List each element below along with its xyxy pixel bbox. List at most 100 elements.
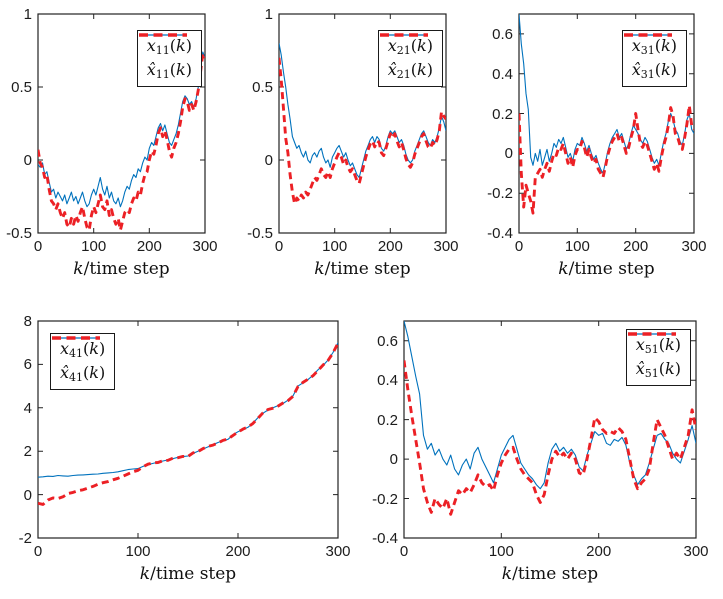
legend-label-part: 51: [644, 367, 659, 381]
y-tick-label: -0.4: [372, 530, 398, 547]
y-tick-label: 0: [264, 152, 273, 169]
x-axis-label: k/time step: [558, 261, 654, 278]
legend-label-part: x: [635, 335, 645, 354]
x-tick-label: 300: [681, 238, 707, 255]
y-tick-label: 2: [23, 443, 32, 461]
legend-label-part: (: [169, 36, 177, 55]
legend-label-part: ): [426, 36, 433, 55]
legend-label-part: (: [83, 339, 90, 358]
x-tick-label: 200: [225, 543, 251, 560]
legend-label: x21(k): [388, 36, 433, 57]
legend-label-part: x̂: [146, 60, 156, 80]
x-tick-label: 300: [325, 543, 351, 560]
y-tick-label: 1: [264, 6, 273, 23]
legend-item-x41: x41(k): [52, 337, 105, 360]
legend-label-part: k: [417, 60, 427, 80]
legend-label-part: x̂: [60, 363, 70, 383]
axes-box: [37, 13, 206, 234]
dashed-line-sample-icon: [627, 332, 676, 336]
legend-x11: x11(k) x̂11(k): [136, 30, 202, 88]
legend-label-part: 51: [644, 343, 659, 356]
y-tick-label: -0.5: [6, 225, 32, 242]
legend-label-part: k: [665, 359, 675, 379]
subplot-x31: 0 100 200 300 -0.4 -0.2 0 0.2 0.4 0.6 k/time step x…: [482, 0, 723, 285]
legend-label-part: 41: [69, 371, 84, 385]
y-tick-label: 0.4: [492, 65, 513, 83]
legend-label: x51(k): [636, 335, 681, 356]
legend-item-x21-hat: x̂21(k): [379, 33, 433, 81]
legend-label-part: x̂: [631, 60, 641, 80]
legend-label-part: (: [169, 60, 177, 80]
axes-box: [278, 13, 447, 234]
legend-label: x̂11(k): [147, 60, 192, 81]
legend-label-part: (: [654, 60, 662, 80]
legend-x51: x51(k) x̂51(k): [625, 329, 691, 387]
legend-label: x41(k): [60, 339, 105, 360]
subplot-x11: 0 100 200 300 -0.5 0 0.5 1 k/time step x11(k) x̂11…: [0, 0, 241, 285]
x-axis-label-part: /time step: [83, 259, 170, 279]
x-axis-label-part: k: [558, 259, 569, 279]
axes-box: [518, 13, 695, 234]
y-tick-label: 0.5: [11, 79, 32, 96]
legend-item-x41-hat: x̂41 (k): [52, 336, 105, 385]
series-x11-hat-line: [38, 51, 205, 232]
legend-label-part: 11: [155, 44, 170, 57]
legend-label-part: ): [426, 60, 433, 80]
legend-label-part: 31: [640, 44, 655, 57]
subplot-x51: 0 100 200 300 -0.4 -0.2 0 0.2 0.4 0.6 k/time step x…: [370, 295, 723, 599]
y-tick-label: 0: [389, 451, 398, 469]
legend-label-part: k: [176, 60, 186, 80]
x-axis-label-part: /time step: [512, 564, 599, 584]
legend-label-part: (: [654, 36, 662, 55]
legend-label-part: ): [185, 36, 192, 55]
dashed-line-sample-icon: [52, 336, 100, 340]
y-tick-label: 0.2: [377, 411, 398, 429]
x-tick-label: 200: [623, 238, 649, 255]
plot-canvas-x41: [37, 320, 339, 539]
y-tick-label: 6: [23, 356, 32, 374]
y-tick-label: 0: [504, 145, 513, 163]
legend-item-x51-hat: x̂51(k): [627, 332, 681, 381]
x-axis-label: k/time step: [73, 261, 169, 278]
legend-label-part: k: [89, 339, 99, 358]
x-axis-label: k/time step: [314, 261, 410, 278]
legend-label: x11(k): [147, 36, 192, 57]
legend-label-part: (: [410, 60, 418, 80]
x-axis-label-part: k: [501, 564, 513, 584]
plot-canvas-x21: [278, 13, 447, 234]
legend-label-part: ): [674, 335, 681, 354]
x-tick-label: 0: [33, 543, 43, 560]
legend-label-part: x: [60, 339, 70, 358]
legend-label-part: k: [665, 335, 675, 354]
legend-label: x̂21(k): [388, 60, 433, 81]
legend-label-part: 11: [155, 68, 170, 82]
y-tick-label: 4: [23, 399, 32, 417]
legend-label-part: 21: [396, 68, 411, 82]
plot-canvas-x11: [37, 13, 206, 234]
plot-canvas-x51: [403, 320, 697, 539]
x-tick-label: 0: [33, 238, 43, 255]
y-tick-label: 0.2: [492, 105, 513, 123]
legend-label-part: ): [670, 60, 677, 80]
x-tick-label: 100: [322, 238, 348, 255]
legend-label-part: k: [661, 36, 671, 55]
legend-x31: x31(k) x̂31(k): [621, 30, 687, 88]
legend-label-part: (: [410, 36, 418, 55]
legend-label-part: (: [658, 335, 666, 354]
legend-item-x21: x21(k): [379, 34, 433, 57]
legend-label-part: k: [176, 36, 186, 55]
legend-label-part: x: [631, 36, 641, 55]
y-tick-label: 0.6: [492, 25, 513, 43]
x-tick-label: 100: [564, 238, 590, 255]
x-tick-label: 200: [586, 543, 612, 560]
legend-label-part: 21: [396, 44, 411, 57]
legend-label-part: ): [98, 339, 106, 358]
x-axis-label-part: /time step: [568, 259, 655, 279]
legend-label-part: x: [146, 36, 156, 55]
legend-label-part: x̂: [387, 60, 397, 80]
x-axis-label-part: k: [314, 259, 325, 279]
legend-label-part: ): [185, 60, 192, 80]
legend-label-part: k: [417, 36, 427, 55]
series-x41-hat-line: [38, 342, 338, 506]
legend-x21: x21(k) x̂21(k): [377, 30, 443, 88]
